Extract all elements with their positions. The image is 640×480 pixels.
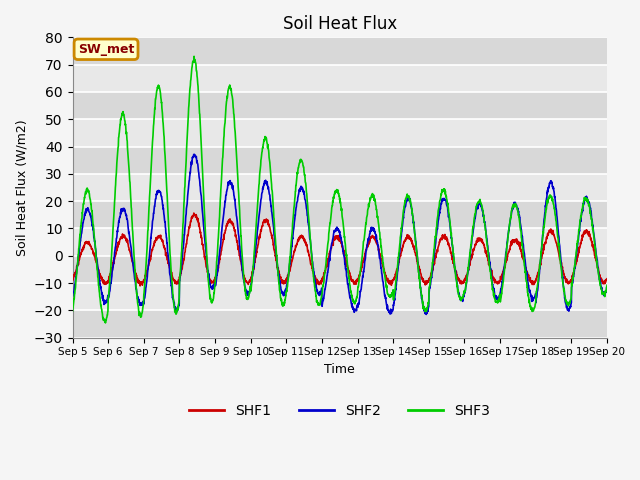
Bar [72,228,607,256]
SHF1 [603,276,611,282]
SHF2 [603,285,611,291]
SHF3 [190,53,198,59]
SHF3 [572,261,579,266]
SHF2 [367,228,374,233]
SHF1 [495,280,503,286]
Bar [72,174,607,201]
SHF2 [68,293,76,299]
SHF2 [422,312,430,317]
X-axis label: Time: Time [324,363,355,376]
Bar [72,92,607,119]
SHF2 [495,293,503,299]
SHF3 [556,257,564,263]
SHF2 [190,152,198,157]
Text: SW_met: SW_met [78,43,134,56]
SHF2 [572,262,579,268]
SHF2 [218,228,226,234]
SHF1 [218,244,226,250]
SHF1 [136,283,144,289]
SHF1 [367,235,375,240]
Bar [72,146,607,174]
SHF3 [68,308,76,314]
Line: SHF2: SHF2 [72,155,607,314]
Bar [72,256,607,283]
SHF3 [356,274,364,279]
SHF1 [556,257,564,263]
Bar [72,65,607,92]
Bar [72,37,607,65]
Line: SHF1: SHF1 [72,213,607,286]
SHF1 [190,210,198,216]
Line: SHF3: SHF3 [72,56,607,323]
SHF3 [495,295,503,300]
Bar [72,310,607,337]
SHF3 [367,194,375,200]
SHF1 [572,265,579,271]
SHF3 [218,165,226,171]
Bar [72,283,607,310]
SHF2 [556,249,564,254]
SHF2 [355,298,363,304]
Bar [72,201,607,228]
SHF3 [102,320,109,326]
Legend: SHF1, SHF2, SHF3: SHF1, SHF2, SHF3 [184,398,496,424]
Title: Soil Heat Flux: Soil Heat Flux [283,15,397,33]
SHF1 [356,273,364,278]
SHF3 [603,282,611,288]
Y-axis label: Soil Heat Flux (W/m2): Soil Heat Flux (W/m2) [15,119,28,256]
Bar [72,119,607,146]
SHF1 [68,277,76,283]
